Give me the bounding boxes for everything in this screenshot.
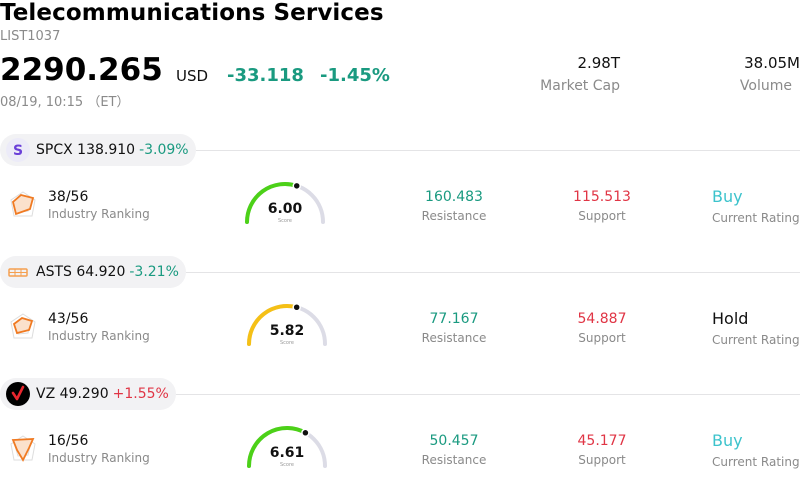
- support-value: 115.513: [573, 189, 631, 205]
- price-change: -33.118: [227, 65, 304, 86]
- industry-rank-label: Industry Ranking: [48, 207, 150, 221]
- industry-rank: 43/56: [48, 311, 89, 327]
- spcx-logo-icon: S: [6, 138, 30, 162]
- industry-rank-label: Industry Ranking: [48, 451, 150, 465]
- score-value: 6.61: [269, 445, 305, 461]
- radar-rank-icon: [8, 434, 38, 464]
- divider: [196, 150, 800, 151]
- resistance-value: 50.457: [429, 433, 479, 449]
- score-caption: Score: [277, 218, 292, 224]
- current-rating-label: Current Rating: [712, 455, 800, 469]
- resistance-label: Resistance: [421, 209, 487, 223]
- vz-logo-icon: [6, 382, 30, 406]
- price-change-percent: -1.45%: [320, 65, 390, 86]
- current-rating: Buy: [712, 187, 743, 206]
- stock-change: +1.55%: [112, 386, 169, 402]
- asts-logo-icon: [6, 260, 30, 284]
- divider: [176, 394, 800, 395]
- stock-symbol: ASTS: [36, 264, 72, 280]
- currency-label: USD: [176, 67, 209, 85]
- stock-change: -3.21%: [129, 264, 179, 280]
- score-gauge-marker: [292, 303, 301, 312]
- market-cap-label: Market Cap: [540, 78, 620, 94]
- resistance-label: Resistance: [421, 331, 487, 345]
- score-gauge-fill: [247, 304, 299, 346]
- support-value: 54.887: [577, 311, 627, 327]
- svg-text:S: S: [13, 143, 23, 159]
- support-label: Support: [578, 331, 626, 345]
- industry-rank: 38/56: [48, 189, 89, 205]
- score-gauge-marker: [301, 428, 310, 438]
- score-gauge: [245, 181, 325, 224]
- page-title: Telecommunications Services: [0, 0, 384, 26]
- resistance-value: 160.483: [425, 189, 483, 205]
- support-label: Support: [578, 209, 626, 223]
- radar-rank-icon: [8, 190, 38, 220]
- list-code: LIST1037: [0, 29, 61, 44]
- score-value: 5.82: [269, 323, 305, 339]
- divider: [186, 272, 800, 273]
- score-gauge: [247, 426, 327, 468]
- stock-price: 138.910: [77, 142, 136, 158]
- resistance-label: Resistance: [421, 453, 487, 467]
- stock-card: S SPCX 138.910 -3.09% 38/56 Industry Ran…: [0, 134, 800, 256]
- current-rating: Buy: [712, 431, 743, 450]
- score-gauge-fill: [247, 426, 308, 468]
- stock-pill[interactable]: VZ 49.290 +1.55%: [0, 378, 176, 410]
- volume-label: Volume: [739, 78, 792, 94]
- stock-card: ASTS 64.920 -3.21% 43/56 Industry Rankin…: [0, 256, 800, 378]
- current-rating-label: Current Rating: [712, 333, 800, 347]
- index-price: 2290.265: [0, 52, 163, 88]
- market-cap-value: 2.98T: [577, 54, 620, 72]
- support-value: 45.177: [577, 433, 627, 449]
- stock-pill[interactable]: S SPCX 138.910 -3.09%: [0, 134, 196, 166]
- stock-price: 64.920: [76, 264, 126, 280]
- score-gauge: [247, 303, 327, 346]
- score-caption: Score: [279, 340, 294, 346]
- volume-value: 38.05M: [744, 54, 800, 72]
- industry-rank-label: Industry Ranking: [48, 329, 150, 343]
- timestamp: 08/19, 10:15 （ET）: [0, 95, 130, 110]
- radar-rank-icon: [8, 312, 38, 342]
- stock-price: 49.290: [59, 386, 109, 402]
- score-caption: Score: [279, 462, 294, 468]
- industry-rank: 16/56: [48, 433, 89, 449]
- score-gauge-fill: [245, 182, 299, 224]
- stock-symbol: SPCX: [36, 142, 73, 158]
- stock-card: VZ 49.290 +1.55% 16/56 Industry Ranking …: [0, 378, 800, 488]
- resistance-value: 77.167: [429, 311, 479, 327]
- score-gauge-marker: [292, 181, 301, 191]
- stock-symbol: VZ: [36, 386, 56, 402]
- current-rating: Hold: [712, 309, 749, 328]
- stock-change: -3.09%: [139, 142, 189, 158]
- score-value: 6.00: [267, 201, 303, 217]
- support-label: Support: [578, 453, 626, 467]
- stock-pill[interactable]: ASTS 64.920 -3.21%: [0, 256, 186, 288]
- current-rating-label: Current Rating: [712, 211, 800, 225]
